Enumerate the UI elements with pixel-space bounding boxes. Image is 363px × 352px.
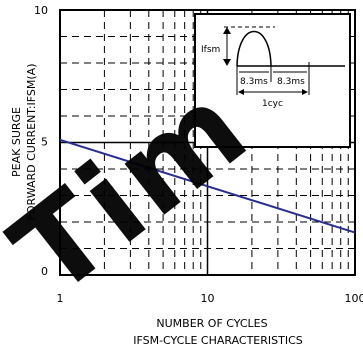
half-sine-pulse [236,30,272,67]
series-line [59,138,356,234]
x-axis-title: NUMBER OF CYCLES [156,317,267,330]
y-axis-title-line2: FORWARD CURRENT:IFSM(A) [25,64,38,221]
x-tick-label: 10 [201,292,215,305]
ifsm-arrow-head-down [223,59,231,66]
plot-frame [59,9,356,276]
waveform-inset: Ifsm 8.3ms 8.3ms 1cyc [194,13,351,148]
ifsm-label: Ifsm [201,45,220,55]
cycle-arrow-head-left [238,89,244,95]
half-cycle-label-b: 8.3ms [277,77,305,87]
inset-box [194,13,351,148]
y-tick-label: 5 [41,136,48,149]
y-tick-label: 10 [34,4,48,17]
half-cycle-label-a: 8.3ms [240,77,268,87]
x-tick-label: 100 [345,292,363,305]
ifsm-arrow-head-up [223,27,231,34]
chart-subtitle: IFSM-CYCLE CHARACTERISTICS [133,334,303,347]
cycle-arrow-head-right [302,89,308,95]
y-axis-title-line1: PEAK SURGE [10,107,23,177]
y-tick-label: 0 [41,265,48,278]
x-tick-label: 1 [57,292,64,305]
cycle-label: 1cyc [262,99,283,109]
tick-labels: 1 10 100 0 5 10 [34,4,363,305]
